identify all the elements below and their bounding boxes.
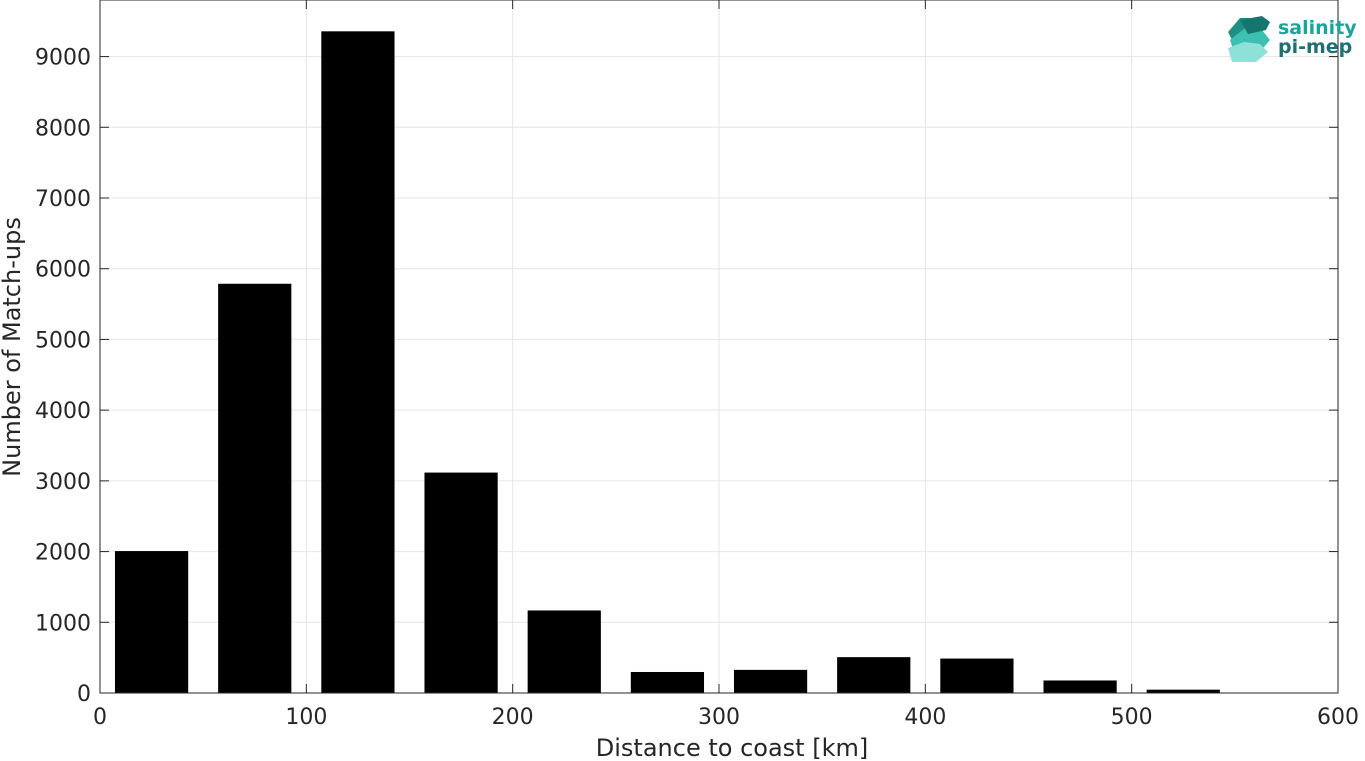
y-tick-labels: 0 1000 2000 3000 4000 5000 6000 7000 8000 9000 [35, 46, 91, 707]
x-tick-label: 400 [904, 705, 946, 730]
bar [527, 610, 601, 694]
y-tick-label: 9000 [35, 46, 91, 71]
bar [424, 472, 498, 694]
logo-text-line2: pi-mep [1278, 36, 1352, 58]
bar [218, 283, 292, 694]
y-tick-label: 3000 [35, 470, 91, 495]
y-tick-label: 6000 [35, 258, 91, 283]
x-tick-label: 100 [285, 705, 327, 730]
bar [733, 669, 808, 694]
bar [1043, 680, 1117, 694]
x-axis-title: Distance to coast [km] [596, 734, 868, 761]
y-tick-label: 7000 [35, 187, 91, 212]
bar [837, 657, 911, 694]
bar [940, 658, 1014, 694]
y-tick-label: 4000 [35, 399, 91, 424]
x-tick-labels: 0 100 200 300 400 500 600 [93, 705, 1359, 730]
bars [114, 31, 1220, 694]
bar [630, 671, 705, 694]
x-tick-label: 0 [93, 705, 107, 730]
y-tick-label: 2000 [35, 541, 91, 566]
logo-text-line1: salinity [1278, 17, 1357, 39]
y-axis-title: Number of Match-ups [0, 217, 26, 477]
bar [321, 31, 395, 694]
axes [99, 0, 1339, 694]
logo-wave-icon [1228, 16, 1270, 62]
x-tick-label: 200 [492, 705, 534, 730]
x-tick-label: 300 [698, 705, 740, 730]
x-tick-label: 500 [1111, 705, 1153, 730]
y-tick-label: 0 [77, 682, 91, 707]
y-tick-label: 1000 [35, 611, 91, 636]
x-tick-label: 600 [1317, 705, 1359, 730]
salinity-pi-mep-logo: salinity pi-mep [1228, 16, 1357, 62]
y-tick-label: 8000 [35, 116, 91, 141]
y-tick-label: 5000 [35, 328, 91, 353]
bar [114, 551, 189, 694]
